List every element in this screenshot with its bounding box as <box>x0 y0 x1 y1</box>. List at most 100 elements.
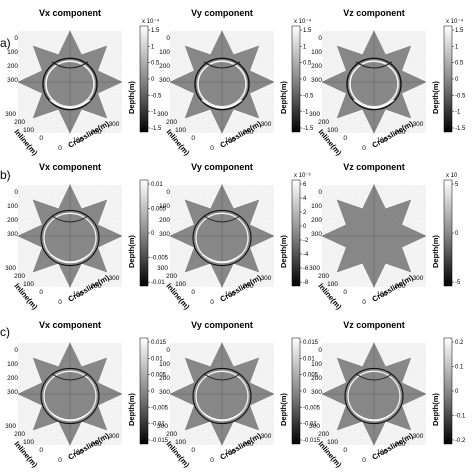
depth-axis-label: Depth(m) <box>127 81 136 114</box>
inline-tick-label: 300 <box>309 423 320 430</box>
colorbar-tick-label: -0.5 <box>455 93 466 99</box>
crossline-tick-label: 100 <box>377 291 388 298</box>
colorbar: x 10⁻⁴ 1.5 1 0.5 0 -0.5 -1 -1.5 <box>291 18 314 133</box>
inline-tick-label: 0 <box>343 135 347 142</box>
depth-tick-label: 200 <box>159 217 170 224</box>
colorbar-tick-label: -0.005 <box>303 405 321 411</box>
colorbar-tick-label: -1.5 <box>303 126 314 132</box>
colorbar-tick-label: 0.015 <box>303 340 319 346</box>
wavefront <box>344 367 404 425</box>
depth-tick-label: 0 <box>166 35 170 42</box>
depth-tick-label: 0 <box>318 35 322 42</box>
crossline-tick-label: 200 <box>91 441 102 448</box>
colorbar-tick-label: -1.5 <box>455 126 466 132</box>
inline-tick-label: 300 <box>157 111 168 118</box>
crossline-tick-label: 0 <box>210 145 214 152</box>
panel-c-2: Vy component01002003003002001000Inline(m… <box>157 320 321 470</box>
crossline-tick-label: 300 <box>109 433 120 440</box>
crossline-tick-label: 300 <box>413 433 424 440</box>
panel-title: Vz component <box>343 162 405 172</box>
colorbar: 0.2 0.1 0 -0.1 -0.2 <box>443 337 466 445</box>
colorbar-tick-label: -0.015 <box>303 438 321 444</box>
panel-title: Vx component <box>39 162 101 172</box>
depth-axis-label: Depth(m) <box>279 235 288 268</box>
depth-axis-label: Depth(m) <box>431 393 440 426</box>
inline-tick-label: 200 <box>166 431 177 438</box>
colorbar-tick-label: 0.5 <box>303 61 312 67</box>
colorbar-tick-label: 0 <box>303 389 307 395</box>
depth-tick-label: 200 <box>7 63 18 70</box>
crossline-tick-label: 0 <box>362 457 366 464</box>
depth-tick-label: 0 <box>166 347 170 354</box>
inline-tick-label: 300 <box>5 423 16 430</box>
slice-volume <box>169 30 275 134</box>
colorbar-tick-label: -5 <box>455 280 461 286</box>
colorbar-tick-label: 1.5 <box>303 28 312 34</box>
crossline-tick-label: 300 <box>413 275 424 282</box>
colorbar-tick-label: -1 <box>303 110 309 116</box>
panel-title: Vy component <box>191 162 253 172</box>
crossline-tick-label: 0 <box>58 145 62 152</box>
panel-b-2: Vy component01002003003002001000Inline(m… <box>157 162 310 312</box>
inline-tick-label: 0 <box>191 135 195 142</box>
depth-tick-label: 200 <box>311 63 322 70</box>
row-label-b: b) <box>0 168 11 182</box>
colorbar-exponent: x 10⁻⁴ <box>446 18 464 25</box>
colorbar-tick-label: -0.01 <box>151 422 165 428</box>
panel-a-2: Vy component01002003003002001000Inline(m… <box>157 8 314 158</box>
depth-tick-label: 300 <box>7 77 18 84</box>
inline-tick-label: 200 <box>166 119 177 126</box>
depth-axis: 0 100 200 300 <box>7 347 18 396</box>
inline-tick-label: 0 <box>191 447 195 454</box>
colorbar-tick-label: 0 <box>303 77 307 83</box>
inline-tick-label: 0 <box>39 135 43 142</box>
depth-tick-label: 200 <box>311 217 322 224</box>
depth-tick-label: 0 <box>318 189 322 196</box>
inline-tick-label: 100 <box>23 439 34 446</box>
colorbar-tick-label: 0.005 <box>151 207 167 213</box>
depth-axis: 0 100 200 300 <box>7 189 18 238</box>
colorbar-tick-label: 0.005 <box>151 373 167 379</box>
colorbar-tick-label: -0.005 <box>151 405 169 411</box>
depth-tick-label: 100 <box>7 361 18 368</box>
depth-tick-label: 0 <box>14 35 18 42</box>
inline-tick-label: 100 <box>175 281 186 288</box>
crossline-tick-label: 300 <box>261 433 272 440</box>
depth-tick-label: 300 <box>7 389 18 396</box>
inline-tick-label: 300 <box>157 423 168 430</box>
inline-tick-label: 100 <box>175 439 186 446</box>
colorbar-tick-label: 0.2 <box>455 340 464 346</box>
slice-volume <box>321 184 427 288</box>
colorbar-tick-label: 0.015 <box>151 340 167 346</box>
colorbar-tick-label: -0.5 <box>151 93 162 99</box>
depth-tick-label: 100 <box>311 361 322 368</box>
depth-axis: 0 100 200 300 <box>311 347 322 396</box>
crossline-tick-label: 300 <box>413 121 424 128</box>
inline-tick-label: 100 <box>23 127 34 134</box>
colorbar-tick-label: 0.01 <box>151 182 163 188</box>
panel-title: Vz component <box>343 8 405 18</box>
depth-axis: 0 100 200 300 <box>311 189 322 238</box>
crossline-tick-label: 0 <box>58 299 62 306</box>
crossline-tick-label: 100 <box>225 291 236 298</box>
colorbar-tick-label: 0 <box>455 231 459 237</box>
panel-title: Vy component <box>191 320 253 330</box>
slice-volume <box>17 184 123 288</box>
inline-tick-label: 200 <box>14 273 25 280</box>
depth-tick-label: 300 <box>159 231 170 238</box>
colorbar-tick-label: -1.5 <box>151 126 162 132</box>
inline-tick-label: 300 <box>157 265 168 272</box>
colorbar-tick-label: -8 <box>303 280 309 286</box>
panel-b-3: Vz component 0 100 200 300 3002001000Inline(m… <box>309 162 461 312</box>
colorbar: x 10⁻⁴ 1.5 1 0.5 0 -0.5 -1 -1.5 <box>443 18 466 133</box>
wavefront <box>192 209 252 267</box>
colorbar: 0.015 0.01 0.005 0 -0.005 -0.01 -0.015 <box>139 337 169 445</box>
